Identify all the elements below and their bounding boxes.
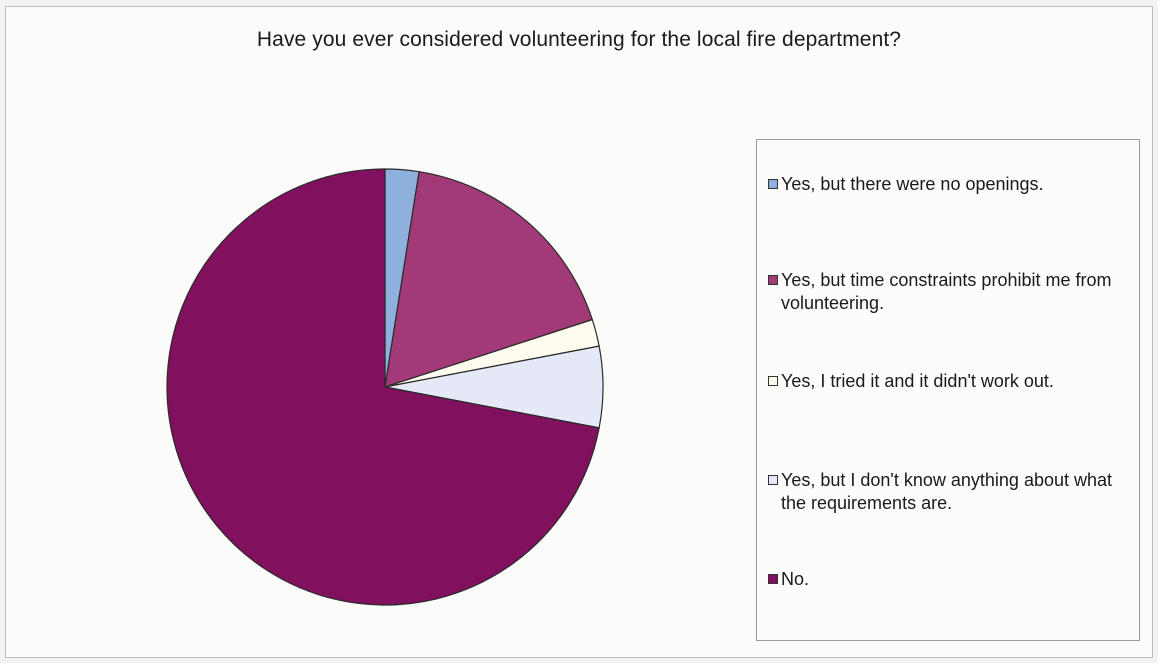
legend-item-tried-it: Yes, I tried it and it didn't work out. [768,370,1133,393]
legend-label: Yes, I tried it and it didn't work out. [781,371,1054,391]
legend-swatch [768,574,778,584]
legend-swatch [768,376,778,386]
pie-slice-time-constraints [384,171,593,388]
pie-slice-no [166,168,600,606]
legend-swatch [768,475,778,485]
legend-swatch [768,275,778,285]
legend-label: Yes, but I don't know anything about wha… [781,470,1113,513]
legend-item-time-constraints: Yes, but time constraints prohibit me fr… [768,269,1133,315]
chart-title: Have you ever considered volunteering fo… [256,28,902,51]
legend-item-no-openings: Yes, but there were no openings. [768,173,1133,196]
legend-swatch [768,179,778,189]
chart-legend: Yes, but there were no openings. Yes, bu… [756,139,1140,641]
legend-label: Yes, but time constraints prohibit me fr… [781,270,1112,313]
legend-item-no: No. [768,568,1133,591]
legend-item-requirements: Yes, but I don't know anything about wha… [768,469,1133,515]
legend-label: No. [781,569,810,589]
legend-label: Yes, but there were no openings. [781,174,1044,194]
